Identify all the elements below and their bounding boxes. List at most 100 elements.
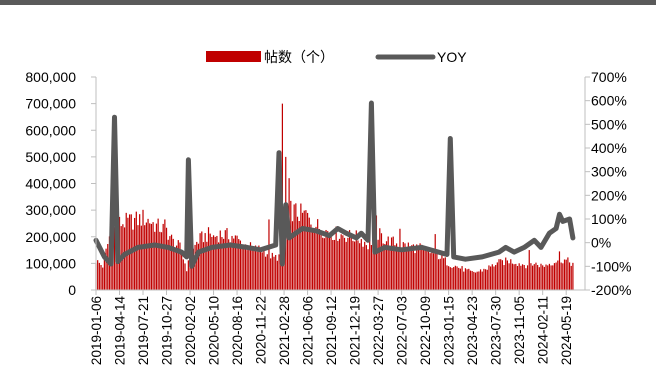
- x-tick-label: 2022-07-03: [395, 296, 410, 365]
- bar: [206, 241, 208, 290]
- bar: [421, 244, 423, 290]
- bar: [567, 257, 569, 290]
- bar: [293, 204, 295, 290]
- bar: [241, 248, 243, 290]
- x-tick-label: 2020-08-16: [230, 296, 245, 365]
- bar: [491, 264, 493, 290]
- bar: [337, 240, 339, 290]
- bar: [338, 238, 341, 290]
- bar: [547, 265, 549, 290]
- bar: [417, 246, 420, 290]
- bar: [352, 240, 354, 290]
- bar: [528, 250, 530, 290]
- bar: [142, 209, 144, 290]
- bar: [154, 231, 156, 290]
- bar: [535, 262, 537, 290]
- bar: [308, 217, 310, 290]
- bar: [409, 246, 411, 290]
- bar: [402, 242, 404, 290]
- bar: [404, 243, 406, 290]
- x-tick-label: 2021-02-28: [277, 296, 292, 365]
- bar: [568, 262, 571, 290]
- y-left-tick-label: 400,000: [25, 176, 76, 192]
- bar: [533, 264, 535, 290]
- bar: [263, 249, 265, 290]
- bar: [107, 244, 109, 290]
- y-left-tick-label: 600,000: [25, 122, 76, 138]
- x-tick-label: 2023-11-05: [512, 296, 527, 364]
- bar: [357, 240, 359, 290]
- bar: [271, 252, 273, 290]
- y-right-tick-label: -100%: [591, 258, 631, 274]
- bar: [369, 239, 371, 290]
- y-left-tick-label: 0: [68, 282, 76, 298]
- legend-line-label: YOY: [437, 49, 467, 65]
- bar: [179, 242, 181, 290]
- bar: [548, 263, 551, 290]
- bar: [322, 237, 324, 290]
- bar: [164, 219, 166, 290]
- bar: [197, 243, 200, 290]
- y-right-tick-label: 300%: [591, 164, 627, 180]
- bar: [174, 248, 176, 290]
- bar: [290, 200, 292, 290]
- bar: [275, 255, 277, 290]
- y-right-tick-label: -200%: [591, 282, 631, 298]
- bar: [355, 230, 357, 290]
- y-right-tick-label: 0%: [591, 235, 611, 251]
- bar: [526, 265, 529, 290]
- bar: [280, 251, 282, 290]
- bar: [406, 248, 408, 290]
- yoy-line: [93, 100, 576, 269]
- bar: [327, 231, 329, 290]
- bar: [229, 242, 231, 290]
- bar: [510, 259, 512, 290]
- bar: [345, 241, 347, 290]
- bar: [446, 265, 448, 290]
- bar: [508, 263, 510, 290]
- bar: [207, 227, 210, 290]
- bar: [236, 235, 238, 290]
- bar: [317, 219, 319, 290]
- bar: [484, 269, 487, 290]
- bar: [424, 247, 426, 290]
- bar: [468, 268, 470, 290]
- bar: [384, 244, 386, 290]
- bar: [228, 239, 230, 290]
- bar: [313, 231, 315, 290]
- bar: [113, 227, 116, 290]
- bar: [159, 231, 161, 290]
- y-left-tick-label: 300,000: [25, 202, 76, 218]
- x-tick-label: 2023-01-15: [442, 296, 457, 365]
- legend-bar-swatch: [206, 51, 261, 62]
- bar: [532, 265, 534, 290]
- bar: [407, 242, 409, 290]
- bar: [191, 255, 193, 290]
- bar: [365, 245, 367, 290]
- bar: [354, 241, 356, 290]
- y-left-tick-label: 200,000: [25, 229, 76, 245]
- bar: [443, 258, 445, 290]
- bar: [249, 242, 252, 290]
- bar: [211, 236, 213, 290]
- bar-series: [95, 103, 574, 291]
- bar: [542, 265, 544, 290]
- legend-bar-label: 帖数（个）: [264, 49, 334, 65]
- bar: [550, 265, 552, 290]
- bar: [226, 228, 228, 290]
- bar: [449, 267, 451, 290]
- bar: [201, 231, 203, 290]
- bar: [385, 241, 388, 290]
- bar: [379, 228, 381, 290]
- bar: [538, 267, 540, 290]
- bar: [186, 271, 188, 290]
- bar: [372, 238, 374, 290]
- x-tick-label: 2019-04-14: [113, 296, 128, 366]
- bar: [97, 260, 99, 290]
- bar: [132, 229, 134, 290]
- bar: [273, 256, 275, 290]
- bar: [300, 203, 302, 290]
- bar: [258, 245, 260, 290]
- bar: [501, 260, 503, 290]
- bar: [469, 270, 472, 290]
